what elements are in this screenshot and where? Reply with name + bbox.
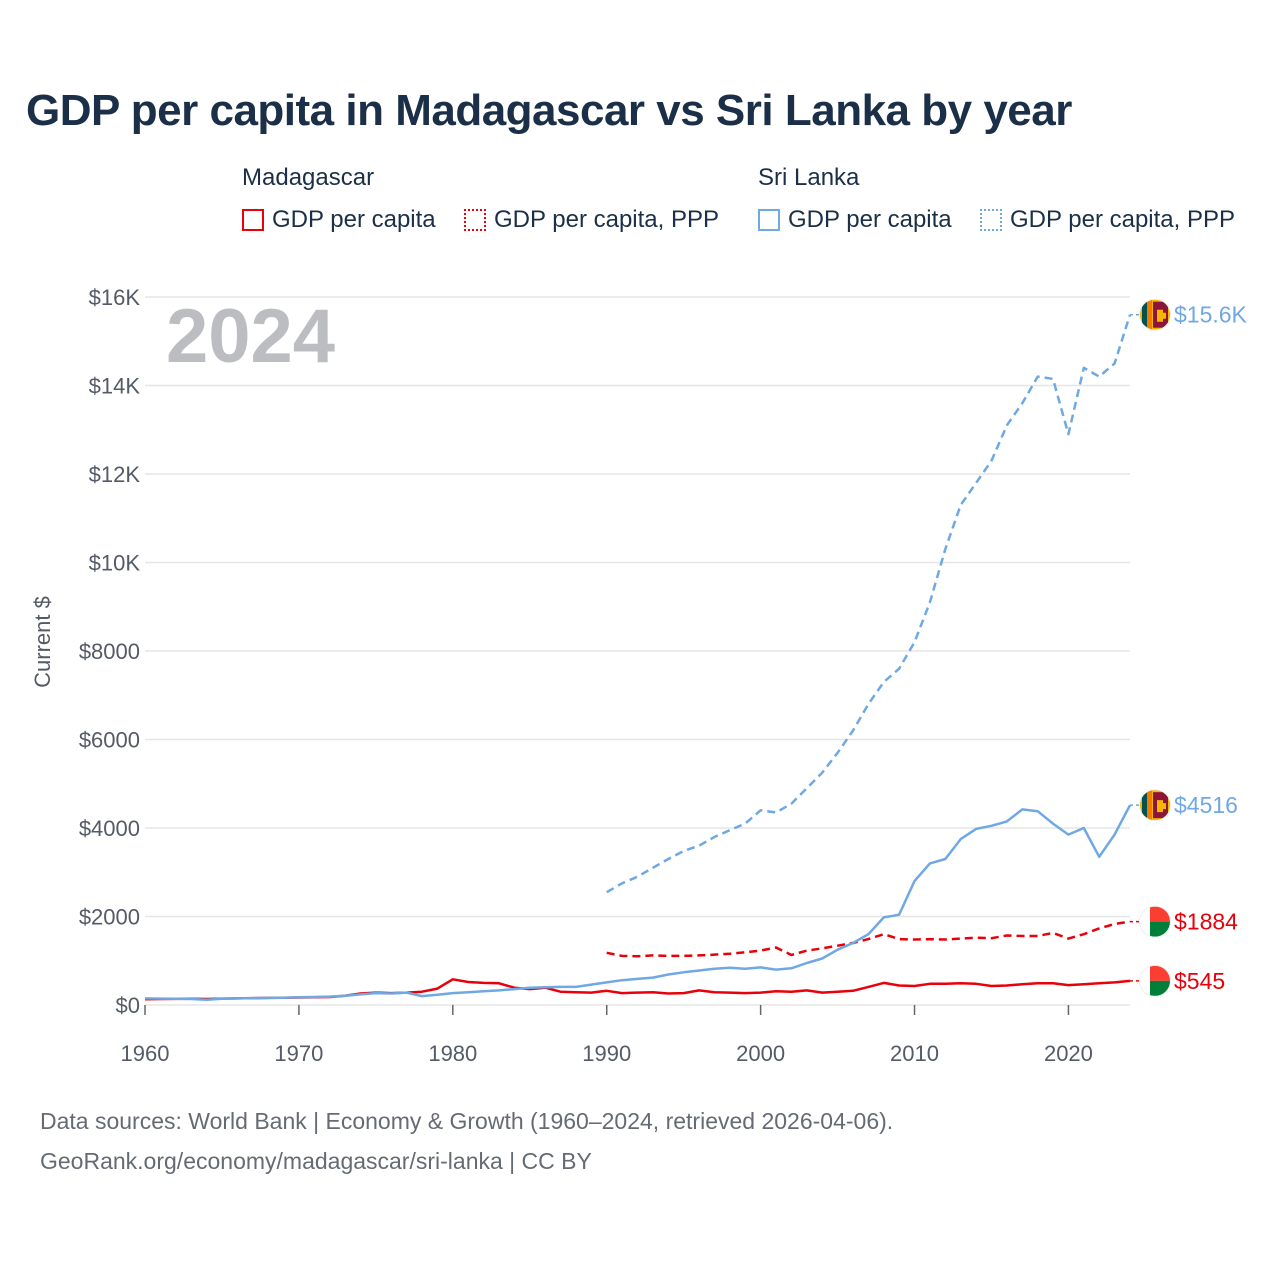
year-watermark: 2024 xyxy=(166,294,335,379)
flag-green xyxy=(1150,921,1170,937)
legend-label: GDP per capita, PPP xyxy=(1010,206,1235,233)
madagascar-flag-icon xyxy=(1139,905,1171,938)
y-tick-label: $10K xyxy=(89,551,141,576)
flag-fill xyxy=(1140,299,1170,330)
legend-group-sri-lanka: Sri Lanka xyxy=(758,164,860,191)
flag-fill xyxy=(1140,965,1170,996)
y-tick-label: $14K xyxy=(89,374,141,399)
sri-lanka-flag-icon xyxy=(1139,298,1171,331)
x-tick-label: 1970 xyxy=(274,1041,323,1066)
y-tick-label: $6000 xyxy=(79,728,140,753)
y-tick-label: $16K xyxy=(89,285,141,310)
legend-label: GDP per capita xyxy=(272,206,436,233)
flag-green xyxy=(1150,980,1170,996)
series-end-label: $1884 xyxy=(1174,909,1238,935)
x-tick-label: 1960 xyxy=(121,1041,170,1066)
series-line xyxy=(144,804,1132,1001)
series-end-label: $15.6K xyxy=(1174,302,1248,328)
flag-red xyxy=(1150,965,1170,981)
madagascar-flag-icon xyxy=(1139,964,1171,997)
legend-item-madagascar-gdp[interactable]: GDP per capita xyxy=(242,206,436,234)
x-tick-label: 2010 xyxy=(890,1041,939,1066)
flag-stripe-green xyxy=(1142,299,1147,330)
legend-item-sri-lanka-gdp[interactable]: GDP per capita xyxy=(758,206,952,234)
flag-fill xyxy=(1140,906,1170,937)
chart-title: GDP per capita in Madagascar vs Sri Lank… xyxy=(26,86,1072,135)
sri-lanka-flag-icon xyxy=(1139,789,1171,822)
y-axis-title: Current $ xyxy=(30,596,55,688)
x-tick-label: 2000 xyxy=(736,1041,785,1066)
source-line-2[interactable]: GeoRank.org/economy/madagascar/sri-lanka… xyxy=(40,1148,592,1174)
y-tick-label: $8000 xyxy=(79,639,140,664)
legend-swatch-solid-blue xyxy=(758,209,780,231)
y-tick-label: $0 xyxy=(116,993,140,1018)
series-end-labels: $15.6K $4516 $1884 $545 xyxy=(1130,298,1248,997)
legend-item-sri-lanka-gdp-ppp[interactable]: GDP per capita, PPP xyxy=(980,206,1235,234)
legend-group-madagascar: Madagascar xyxy=(242,164,375,191)
y-tick-label: $4000 xyxy=(79,816,140,841)
y-axis-ticks: $0 $2000 $4000 $6000 $8000 $10K $12K $14K $16K xyxy=(79,285,141,1018)
legend-swatch-dotted-red xyxy=(464,209,486,231)
source-line-1: Data sources: World Bank | Economy & Gro… xyxy=(40,1108,894,1134)
series-line xyxy=(606,920,1131,958)
y-tick-label: $12K xyxy=(89,462,141,487)
series-line xyxy=(606,314,1132,894)
legend-label: GDP per capita xyxy=(788,206,952,233)
flag-stripe-green xyxy=(1142,790,1147,821)
flag-fill xyxy=(1140,790,1170,821)
flag-red xyxy=(1150,906,1170,922)
legend-swatch-solid-red xyxy=(242,209,264,231)
x-axis-ticks: 1960 1970 1980 1990 2000 2010 2020 xyxy=(121,1005,1093,1066)
flag-lion xyxy=(1157,800,1166,813)
legend-label: GDP per capita, PPP xyxy=(494,206,719,233)
flag-stripe-orange xyxy=(1147,790,1152,821)
series-end-label: $545 xyxy=(1174,968,1225,994)
flag-lion xyxy=(1157,309,1166,322)
legend-swatch-dotted-blue xyxy=(980,209,1002,231)
x-tick-label: 2020 xyxy=(1044,1041,1093,1066)
grid-lines xyxy=(145,296,1130,1006)
legend-item-madagascar-gdp-ppp[interactable]: GDP per capita, PPP xyxy=(464,206,719,234)
x-tick-label: 1980 xyxy=(428,1041,477,1066)
series-lines xyxy=(144,314,1132,1001)
line-chart: $0 $2000 $4000 $6000 $8000 $10K $12K $14K $16K 1… xyxy=(30,285,1248,1066)
series-end-label: $4516 xyxy=(1174,792,1238,818)
flag-stripe-orange xyxy=(1147,299,1152,330)
x-tick-label: 1990 xyxy=(582,1041,631,1066)
y-tick-label: $2000 xyxy=(79,905,140,930)
